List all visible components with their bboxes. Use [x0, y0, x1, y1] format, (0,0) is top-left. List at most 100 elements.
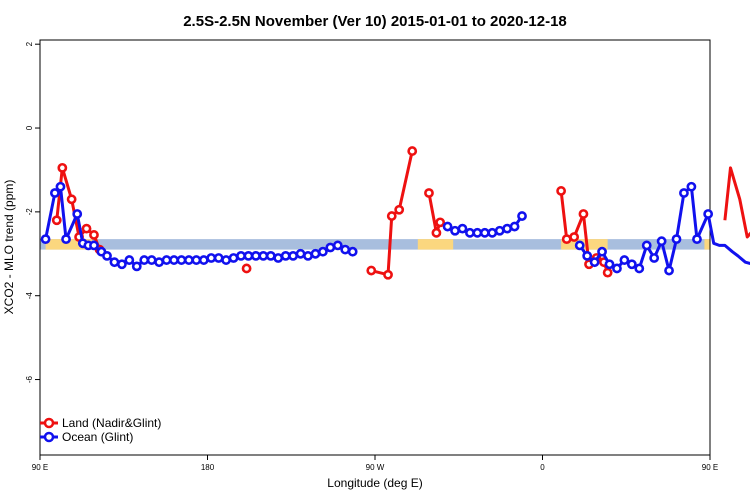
y-axis-label: XCO2 - MLO trend (ppm)	[2, 180, 16, 315]
data-point	[102, 250, 112, 261]
data-point	[280, 250, 291, 261]
data-point	[703, 209, 714, 219]
data-point	[176, 255, 187, 265]
data-point	[582, 250, 593, 261]
data-point	[288, 250, 299, 261]
data-point	[198, 255, 209, 265]
data-point	[692, 234, 702, 245]
data-point	[597, 246, 607, 257]
data-point	[213, 253, 224, 263]
band-land	[704, 239, 710, 250]
data-point	[347, 246, 358, 257]
data-point	[556, 186, 567, 196]
data-point	[407, 146, 418, 156]
data-point	[626, 259, 637, 270]
data-point	[366, 265, 377, 276]
data-point	[191, 255, 202, 265]
data-point	[131, 261, 142, 272]
data-point	[49, 188, 60, 198]
legend-land-label: Land (Nadir&Glint)	[62, 416, 161, 430]
data-point	[303, 250, 313, 261]
data-point	[183, 255, 194, 265]
data-point	[641, 240, 652, 251]
data-point	[295, 248, 306, 259]
data-point	[258, 250, 269, 261]
series-layer	[40, 146, 750, 280]
data-point	[250, 250, 261, 261]
data-point	[221, 255, 232, 265]
data-point	[40, 234, 51, 245]
data-point	[494, 225, 505, 236]
series-line	[723, 166, 750, 239]
series-line	[578, 185, 750, 273]
plot-area	[39, 39, 711, 456]
data-point	[656, 236, 667, 247]
data-point	[273, 253, 284, 263]
data-point	[435, 217, 446, 228]
data-point	[465, 227, 475, 238]
data-point	[424, 188, 434, 198]
data-point	[55, 181, 66, 192]
data-point	[243, 250, 254, 261]
data-point	[386, 211, 397, 221]
data-point	[664, 265, 674, 276]
x-axis: 90 E 180 90 W 0 90 E	[32, 455, 718, 472]
data-point	[502, 223, 513, 234]
legend-ocean-label: Ocean (Glint)	[62, 430, 133, 444]
data-point	[81, 223, 92, 234]
data-point	[450, 225, 460, 236]
x-tick-label: 0	[540, 463, 545, 472]
x-tick-label: 90 E	[702, 463, 718, 472]
legend-ocean-marker	[43, 431, 55, 443]
data-point	[634, 263, 645, 274]
y-tick-label: -4	[25, 292, 34, 300]
data-point	[472, 227, 483, 238]
data-point	[340, 244, 351, 255]
legend-land-marker	[43, 417, 55, 429]
data-point	[671, 234, 682, 245]
data-point	[61, 234, 71, 245]
data-point	[612, 263, 622, 274]
data-point	[139, 255, 150, 265]
data-point	[457, 223, 468, 234]
data-point	[66, 194, 77, 205]
data-point	[578, 209, 589, 219]
data-point	[619, 255, 630, 265]
reference-band	[40, 239, 710, 250]
data-point	[51, 215, 62, 226]
y-tick-label: 2	[25, 41, 34, 46]
data-point	[574, 240, 585, 251]
data-point	[57, 162, 68, 173]
data-point	[228, 253, 239, 263]
data-point	[206, 253, 217, 263]
data-point	[236, 250, 246, 261]
data-point	[332, 240, 343, 251]
data-point	[561, 234, 572, 245]
data-point	[569, 232, 580, 242]
data-point	[154, 257, 165, 268]
data-point	[310, 248, 321, 259]
data-point	[509, 221, 520, 232]
y-tick-label: -2	[25, 208, 34, 216]
data-point	[265, 250, 276, 261]
data-point	[589, 257, 600, 268]
data-point	[602, 267, 613, 278]
data-point	[487, 227, 498, 238]
data-point	[604, 259, 615, 270]
x-tick-label: 180	[201, 463, 215, 472]
band-land	[417, 239, 454, 250]
data-point	[442, 221, 453, 232]
data-point	[325, 242, 336, 253]
y-tick-label: -6	[25, 375, 34, 383]
band-ocean	[40, 239, 710, 250]
data-point	[241, 263, 252, 274]
y-tick-label: 0	[25, 125, 34, 130]
data-point	[649, 253, 660, 263]
data-point	[394, 204, 405, 215]
data-point	[109, 257, 120, 268]
data-point	[146, 255, 157, 265]
series-ocean	[40, 181, 750, 276]
legend: Land (Nadir&Glint) Ocean (Glint)	[40, 416, 161, 444]
data-point	[517, 211, 527, 221]
